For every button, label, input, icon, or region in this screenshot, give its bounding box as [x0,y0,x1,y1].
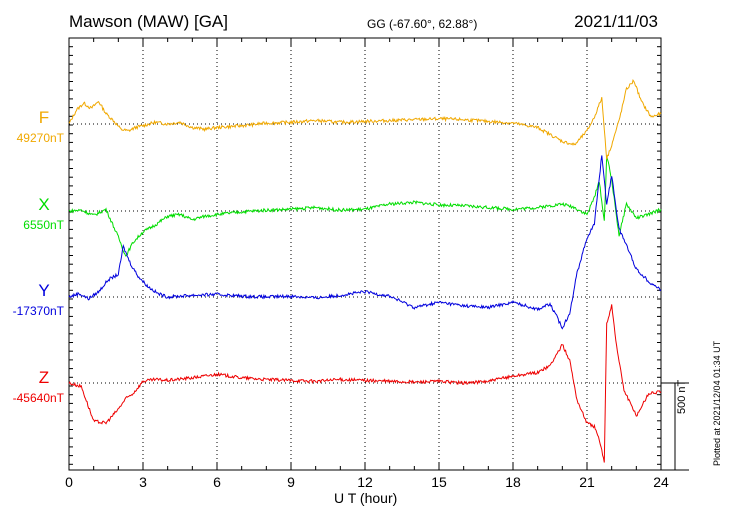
plot-date: 2021/11/03 [574,12,658,31]
series-line-x [68,155,662,257]
series-line-f [68,78,662,160]
x-axis-label: U T (hour) [334,490,398,506]
baseline-y: -17370nT [12,304,64,318]
scale-label: 500 nT [676,379,688,414]
x-tick-label: 12 [357,474,373,490]
series-line-y [68,155,662,330]
x-tick-label: 18 [505,474,521,490]
label-y: Y [38,281,50,300]
plotted-timestamp: Plotted at 2021/12/04 01:34 UT [712,340,722,466]
grid [69,38,661,470]
baseline-z: -45640nT [12,391,64,405]
label-x: X [38,195,50,214]
x-tick-label: 0 [65,474,73,490]
baseline-f: 49270nT [16,131,64,145]
baseline-x: 6550nT [23,218,64,232]
series-lines [68,78,662,463]
station-coordinates: GG (-67.60°, 62.88°) [367,17,478,31]
station-title: Mawson (MAW) [GA] [69,12,228,31]
x-tick-label: 6 [213,474,221,490]
label-f: F [38,108,50,127]
label-z: Z [38,368,50,387]
axis-ticks: 0 3 6 9 12 15 18 21 24 [65,37,669,490]
x-tick-label: 9 [287,474,295,490]
x-tick-label: 21 [579,474,595,490]
x-tick-label: 24 [653,474,669,490]
x-tick-label: 3 [139,474,147,490]
series-line-z [68,304,662,463]
scale-bar [661,382,689,471]
x-tick-label: 15 [431,474,447,490]
